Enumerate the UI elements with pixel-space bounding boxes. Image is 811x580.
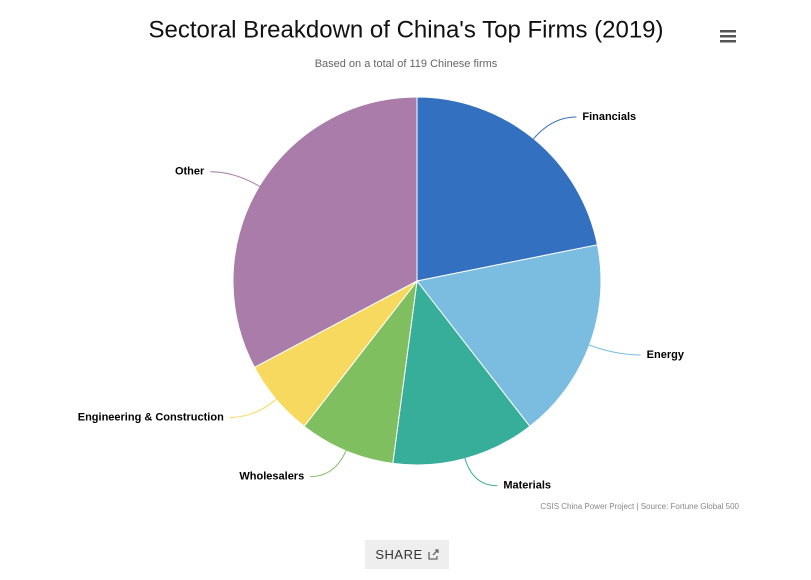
chart-title: Sectoral Breakdown of China's Top Firms …: [148, 16, 663, 43]
credits: CSIS China Power Project | Source: Fortu…: [540, 502, 739, 511]
menu-icon[interactable]: [720, 30, 736, 43]
menu-bar: [720, 30, 736, 33]
connector: [531, 116, 577, 141]
chart-subtitle: Based on a total of 119 Chinese firms: [315, 58, 498, 70]
connector: [229, 397, 279, 419]
share-icon: [427, 549, 439, 560]
data-label: Engineering & Construction: [78, 411, 224, 423]
connector: [464, 456, 498, 487]
data-label: Financials: [582, 111, 636, 123]
share-button[interactable]: SHARE: [365, 540, 449, 569]
data-label: Wholesalers: [239, 470, 304, 482]
data-label: Materials: [503, 480, 551, 492]
connector: [587, 344, 641, 356]
share-label: SHARE: [375, 547, 423, 562]
data-label: Energy: [647, 349, 685, 361]
menu-bar: [720, 35, 736, 38]
connector: [310, 448, 348, 478]
data-label: Other: [175, 166, 205, 178]
connector: [210, 171, 262, 188]
menu-bar: [720, 40, 736, 43]
